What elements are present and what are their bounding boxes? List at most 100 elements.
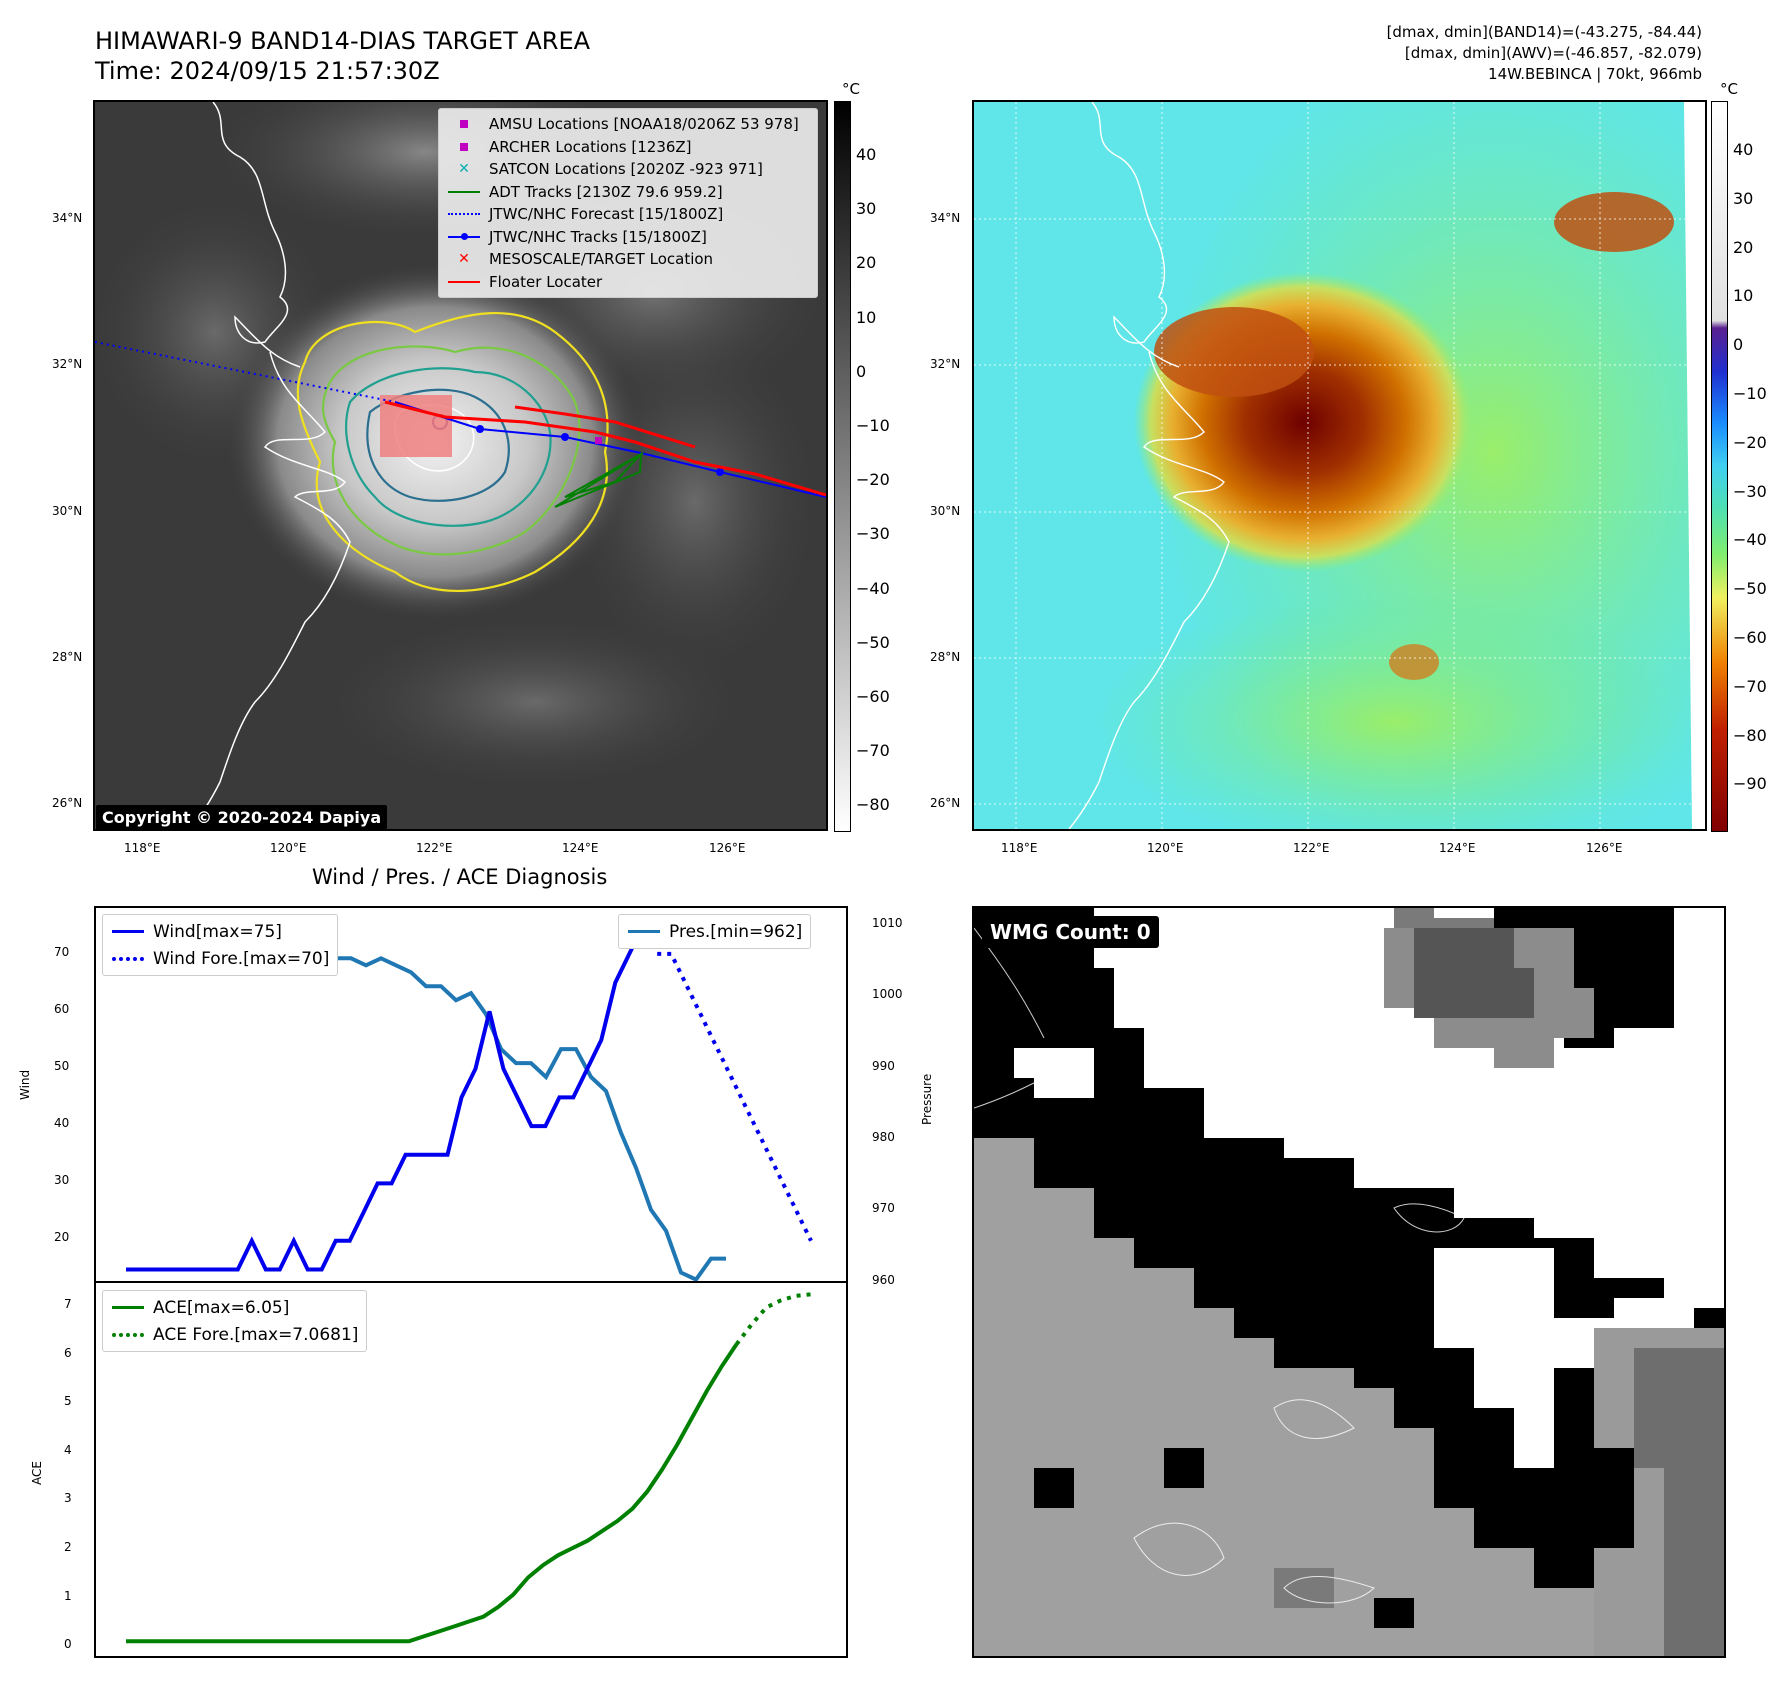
legend-square-icon — [460, 142, 468, 151]
ir-colorbar-tick-6: −20 — [856, 470, 890, 490]
legend-line-icon — [448, 190, 480, 193]
wind-tick-4: 30 — [54, 1173, 70, 1187]
ir-colorbar-tick-2: 20 — [856, 253, 877, 273]
ir-colorbar-tick-7: −30 — [856, 524, 890, 544]
ir-lat-32: 32°N — [52, 357, 83, 371]
ace-tick-2: 5 — [64, 1394, 72, 1409]
pres-legend-item: Pres.[min=962] — [627, 918, 802, 945]
ir-colorbar-unit: °C — [842, 80, 860, 98]
legend-dotted-line-icon — [112, 1332, 144, 1337]
wv-lat-32: 32°N — [930, 357, 961, 371]
ace-tick-5: 2 — [64, 1540, 72, 1554]
legend-label: SATCON Locations [2020Z -923 971] — [489, 160, 763, 179]
legend-line-icon — [112, 930, 144, 933]
pres-tick-1: 1000 — [872, 987, 903, 1002]
ir-colorbar-tick-12: −80 — [856, 795, 890, 815]
wind-legend-item: Wind[max=75] — [111, 918, 329, 945]
wind-line — [126, 923, 658, 1272]
pres-legend: Pres.[min=962] — [618, 914, 812, 949]
legend-item-adt: ADT Tracks [2130Z 79.6 959.2] — [447, 181, 809, 204]
legend-item-archer: ARCHER Locations [1236Z] — [447, 136, 809, 159]
wind-forecast-line — [657, 951, 813, 1242]
diagnosis-title: Wind / Pres. / ACE Diagnosis — [312, 865, 608, 889]
pres-tick-0: 1010 — [872, 916, 903, 930]
ir-colorbar-tick-3: 10 — [856, 307, 877, 327]
ir-lon-124: 124°E — [562, 841, 599, 855]
wv-colorbar-tick-8: −40 — [1733, 530, 1767, 550]
wv-lon-122: 122°E — [1293, 841, 1330, 855]
wv-colorbar-tick-9: −50 — [1733, 579, 1767, 599]
ir-lat-30: 30°N — [52, 504, 83, 518]
ace-tick-4: 3 — [64, 1491, 72, 1506]
wv-lon-120: 120°E — [1147, 841, 1184, 855]
legend-label: Floater Locater — [489, 272, 603, 291]
wmg-count-badge: WMG Count: 0 — [982, 916, 1159, 948]
ace-ylabel: ACE — [30, 1461, 44, 1485]
legend-x-icon: ✕ — [458, 251, 470, 268]
legend-dotted-line-icon — [112, 956, 144, 961]
copyright-badge: Copyright © 2020-2024 Dapiya — [96, 805, 388, 830]
ace-legend: ACE[max=6.05] ACE Fore.[max=7.0681] — [102, 1290, 368, 1352]
ir-lon-118: 118°E — [124, 841, 161, 855]
wv-map-graphic — [974, 102, 1705, 829]
wmg-graphic — [974, 908, 1724, 1656]
wind-tick-3: 40 — [54, 1116, 70, 1130]
ir-colorbar-tick-9: −50 — [856, 632, 890, 652]
pressure-line — [124, 921, 726, 1281]
wv-lat-34: 34°N — [930, 211, 961, 225]
wv-colorbar-tick-11: −70 — [1733, 676, 1767, 696]
ir-lat-26: 26°N — [52, 796, 83, 810]
wv-colorbar-tick-3: 10 — [1733, 286, 1754, 306]
ir-lon-120: 120°E — [270, 841, 307, 855]
legend-label: JTWC/NHC Forecast [15/1800Z] — [489, 205, 724, 224]
wv-colorbar-tick-12: −80 — [1733, 725, 1767, 745]
wv-lat-30: 30°N — [930, 504, 961, 518]
ir-colorbar-tick-10: −60 — [856, 687, 890, 706]
wv-lon-126: 126°E — [1586, 841, 1623, 855]
pres-tick-5: 960 — [872, 1272, 895, 1287]
ace-tick-7: 0 — [64, 1637, 72, 1652]
legend-label: ADT Tracks [2130Z 79.6 959.2] — [489, 182, 723, 201]
legend-label: MESOSCALE/TARGET Location — [489, 250, 714, 269]
legend-label: ACE[max=6.05] — [153, 1297, 290, 1318]
ir-colorbar-tick-5: −10 — [856, 416, 890, 435]
wv-colorbar — [1711, 101, 1728, 832]
wv-colorbar-tick-1: 30 — [1733, 188, 1754, 208]
wv-lon-124: 124°E — [1439, 841, 1476, 855]
legend-item-amsu: AMSU Locations [NOAA18/0206Z 53 978] — [447, 113, 809, 136]
title-line-1: HIMAWARI-9 BAND14-DIAS TARGET AREA — [95, 27, 591, 55]
legend-label: AMSU Locations [NOAA18/0206Z 53 978] — [489, 115, 799, 134]
legend-line-icon — [448, 280, 480, 283]
ace-svg — [126, 1292, 812, 1644]
legend-square-icon — [460, 120, 468, 129]
ace-tick-0: 7 — [64, 1297, 72, 1311]
wind-tick-5: 20 — [54, 1230, 70, 1244]
wv-colorbar-tick-10: −60 — [1733, 628, 1767, 647]
ir-colorbar-tick-1: 30 — [856, 199, 877, 219]
ir-lat-34: 34°N — [52, 211, 83, 225]
wv-colorbar-tick-2: 20 — [1733, 237, 1754, 257]
ace-legend-item: ACE[max=6.05] — [111, 1294, 358, 1321]
ace-tick-1: 6 — [64, 1345, 72, 1360]
wind-tick-0: 70 — [54, 945, 70, 959]
pres-tick-3: 980 — [872, 1129, 895, 1144]
wv-colorbar-unit: °C — [1720, 80, 1738, 98]
ir-colorbar-tick-11: −70 — [856, 741, 890, 761]
legend-item-satcon: ✕ SATCON Locations [2020Z -923 971] — [447, 158, 809, 181]
ir-colorbar-tick-8: −40 — [856, 578, 890, 598]
wv-colorbar-tick-0: 40 — [1733, 140, 1754, 159]
wv-colorbar-tick-4: 0 — [1733, 335, 1744, 355]
wind-forecast-legend-item: Wind Fore.[max=70] — [111, 945, 329, 972]
ace-tick-3: 4 — [64, 1442, 72, 1457]
ir-lon-122: 122°E — [416, 841, 453, 855]
wv-lon-118: 118°E — [1001, 841, 1038, 855]
legend-label: ACE Fore.[max=7.0681] — [153, 1324, 359, 1345]
legend-item-jtwc-tracks: JTWC/NHC Tracks [15/1800Z] — [447, 226, 809, 249]
info-line-2: [dmax, dmin](AWV)=(-46.857, -82.079) — [1404, 44, 1702, 62]
wind-legend: Wind[max=75] Wind Fore.[max=70] — [102, 914, 339, 976]
wmg-panel — [972, 906, 1726, 1658]
legend-x-icon: ✕ — [458, 161, 470, 178]
wv-lat-26: 26°N — [930, 796, 961, 810]
legend-item-floater: Floater Locater — [447, 271, 809, 294]
info-line-3: 14W.BEBINCA | 70kt, 966mb — [1488, 65, 1702, 83]
